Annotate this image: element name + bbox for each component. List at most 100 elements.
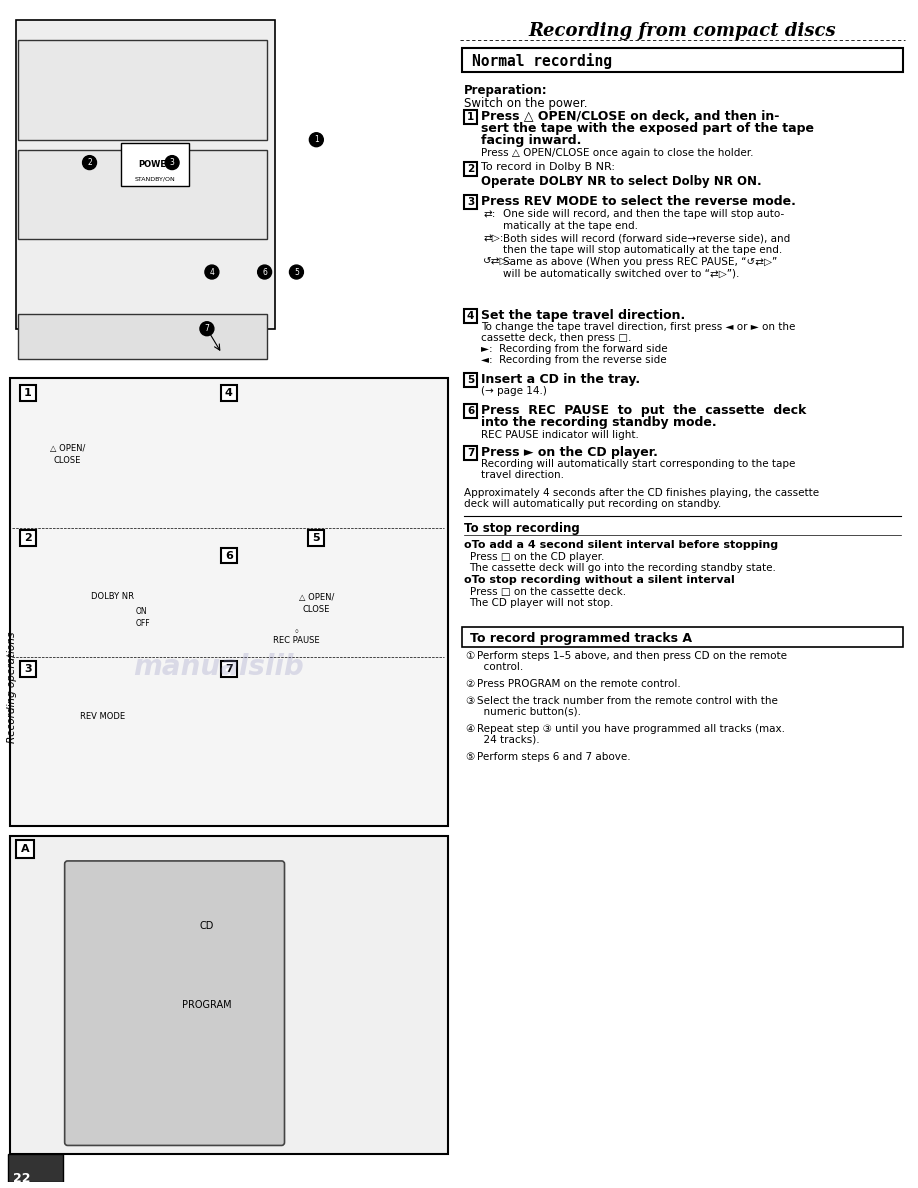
Text: REV MODE: REV MODE	[80, 712, 125, 721]
Text: ON: ON	[135, 607, 147, 615]
FancyBboxPatch shape	[308, 530, 324, 545]
Text: Select the track number from the remote control with the: Select the track number from the remote …	[477, 696, 778, 706]
Text: ⇄:: ⇄:	[484, 209, 496, 220]
Text: ◄:  Recording from the reverse side: ◄: Recording from the reverse side	[481, 354, 667, 365]
Text: Press □ on the cassette deck.: Press □ on the cassette deck.	[469, 587, 626, 598]
FancyBboxPatch shape	[464, 404, 477, 418]
Text: To record programmed tracks A: To record programmed tracks A	[469, 632, 691, 645]
Text: 6: 6	[263, 267, 267, 277]
FancyBboxPatch shape	[221, 661, 237, 677]
FancyBboxPatch shape	[464, 196, 477, 209]
Circle shape	[309, 133, 323, 146]
Text: CLOSE: CLOSE	[54, 455, 82, 465]
Text: 3: 3	[24, 664, 31, 674]
FancyBboxPatch shape	[20, 385, 36, 402]
Text: facing inward.: facing inward.	[481, 134, 582, 147]
Text: ►:  Recording from the forward side: ►: Recording from the forward side	[481, 343, 668, 354]
Text: OFF: OFF	[135, 619, 150, 627]
Text: Recording will automatically start corresponding to the tape: Recording will automatically start corre…	[481, 459, 796, 469]
Text: deck will automatically put recording on standby.: deck will automatically put recording on…	[464, 499, 721, 508]
Text: manualslib: manualslib	[133, 653, 304, 681]
Text: POWER: POWER	[138, 160, 173, 169]
FancyBboxPatch shape	[10, 379, 448, 826]
Text: CLOSE: CLOSE	[303, 605, 330, 614]
Text: ②: ②	[465, 678, 475, 689]
FancyBboxPatch shape	[462, 627, 903, 647]
Text: 7: 7	[467, 448, 475, 459]
FancyBboxPatch shape	[464, 373, 477, 387]
Text: 5: 5	[312, 532, 320, 543]
Text: Approximately 4 seconds after the CD finishes playing, the cassette: Approximately 4 seconds after the CD fin…	[464, 488, 819, 498]
Text: 22: 22	[13, 1173, 30, 1186]
Text: 1: 1	[314, 135, 319, 144]
Text: 4: 4	[467, 311, 475, 321]
Text: 5: 5	[294, 267, 299, 277]
Text: Press PROGRAM on the remote control.: Press PROGRAM on the remote control.	[477, 678, 681, 689]
Text: To stop recording: To stop recording	[464, 522, 579, 535]
FancyBboxPatch shape	[464, 162, 477, 176]
Text: 2: 2	[24, 532, 32, 543]
Text: Switch on the power.: Switch on the power.	[464, 97, 588, 110]
Text: oTo stop recording without a silent interval: oTo stop recording without a silent inte…	[464, 575, 734, 586]
Text: A: A	[20, 843, 29, 854]
Text: REC PAUSE indicator will light.: REC PAUSE indicator will light.	[481, 430, 639, 441]
Text: 3: 3	[467, 197, 475, 208]
Text: Press  REC  PAUSE  to  put  the  cassette  deck: Press REC PAUSE to put the cassette deck	[481, 404, 807, 417]
Text: REC PAUSE: REC PAUSE	[274, 636, 319, 645]
Text: 7: 7	[205, 324, 209, 333]
FancyBboxPatch shape	[64, 861, 285, 1145]
Text: Press △ OPEN/CLOSE on deck, and then in-: Press △ OPEN/CLOSE on deck, and then in-	[481, 109, 780, 122]
Bar	[18, 150, 266, 239]
Text: One side will record, and then the tape will stop auto-: One side will record, and then the tape …	[503, 209, 785, 220]
Text: Press △ OPEN/CLOSE once again to close the holder.: Press △ OPEN/CLOSE once again to close t…	[481, 147, 754, 158]
Text: Repeat step ③ until you have programmed all tracks (max.: Repeat step ③ until you have programmed …	[477, 723, 786, 734]
Bar	[18, 314, 266, 359]
Text: will be automatically switched over to “⇄▷”).: will be automatically switched over to “…	[503, 268, 740, 279]
FancyBboxPatch shape	[464, 447, 477, 460]
Text: Insert a CD in the tray.: Insert a CD in the tray.	[481, 373, 641, 386]
Circle shape	[200, 322, 214, 336]
Text: △ OPEN/: △ OPEN/	[298, 593, 334, 602]
Text: (→ page 14.): (→ page 14.)	[481, 386, 547, 397]
Text: The CD player will not stop.: The CD player will not stop.	[469, 599, 614, 608]
Text: matically at the tape end.: matically at the tape end.	[503, 221, 638, 232]
FancyBboxPatch shape	[464, 109, 477, 124]
FancyBboxPatch shape	[20, 530, 36, 545]
Text: Press REV MODE to select the reverse mode.: Press REV MODE to select the reverse mod…	[481, 196, 796, 208]
Text: PROGRAM: PROGRAM	[182, 1000, 231, 1010]
Text: then the tape will stop automatically at the tape end.: then the tape will stop automatically at…	[503, 245, 783, 255]
Text: 3: 3	[170, 158, 174, 168]
FancyBboxPatch shape	[221, 385, 237, 402]
FancyBboxPatch shape	[8, 1155, 62, 1182]
Text: travel direction.: travel direction.	[481, 470, 565, 480]
Text: Preparation:: Preparation:	[464, 84, 547, 97]
Text: To record in Dolby B NR:: To record in Dolby B NR:	[481, 162, 615, 171]
Text: Set the tape travel direction.: Set the tape travel direction.	[481, 309, 686, 322]
Circle shape	[205, 265, 218, 279]
FancyBboxPatch shape	[462, 49, 903, 72]
Text: 7: 7	[225, 664, 232, 674]
Text: Perform steps 1–5 above, and then press CD on the remote: Perform steps 1–5 above, and then press …	[477, 651, 788, 661]
Text: Press □ on the CD player.: Press □ on the CD player.	[469, 551, 604, 562]
Circle shape	[258, 265, 272, 279]
Text: STANDBY/ON: STANDBY/ON	[135, 177, 175, 182]
Text: ①: ①	[465, 651, 475, 661]
Text: Same as above (When you press REC PAUSE, “↺⇄▷”: Same as above (When you press REC PAUSE,…	[503, 257, 778, 267]
Text: into the recording standby mode.: into the recording standby mode.	[481, 416, 717, 429]
Text: control.: control.	[477, 662, 524, 672]
FancyBboxPatch shape	[20, 661, 36, 677]
Text: 5: 5	[467, 375, 475, 385]
Text: 4: 4	[225, 388, 233, 398]
Text: ④: ④	[465, 723, 475, 734]
Text: ③: ③	[465, 696, 475, 706]
Text: ⑤: ⑤	[465, 752, 475, 762]
Text: Recording operations: Recording operations	[7, 631, 17, 742]
Text: Operate DOLBY NR to select Dolby NR ON.: Operate DOLBY NR to select Dolby NR ON.	[481, 175, 762, 188]
Text: The cassette deck will go into the recording standby state.: The cassette deck will go into the recor…	[469, 562, 777, 573]
Bar	[18, 40, 266, 140]
FancyBboxPatch shape	[10, 836, 448, 1155]
Text: Recording from compact discs: Recording from compact discs	[529, 23, 836, 40]
Text: △ OPEN/: △ OPEN/	[50, 443, 85, 453]
Text: DOLBY NR: DOLBY NR	[91, 593, 134, 601]
Text: 6: 6	[225, 550, 233, 561]
